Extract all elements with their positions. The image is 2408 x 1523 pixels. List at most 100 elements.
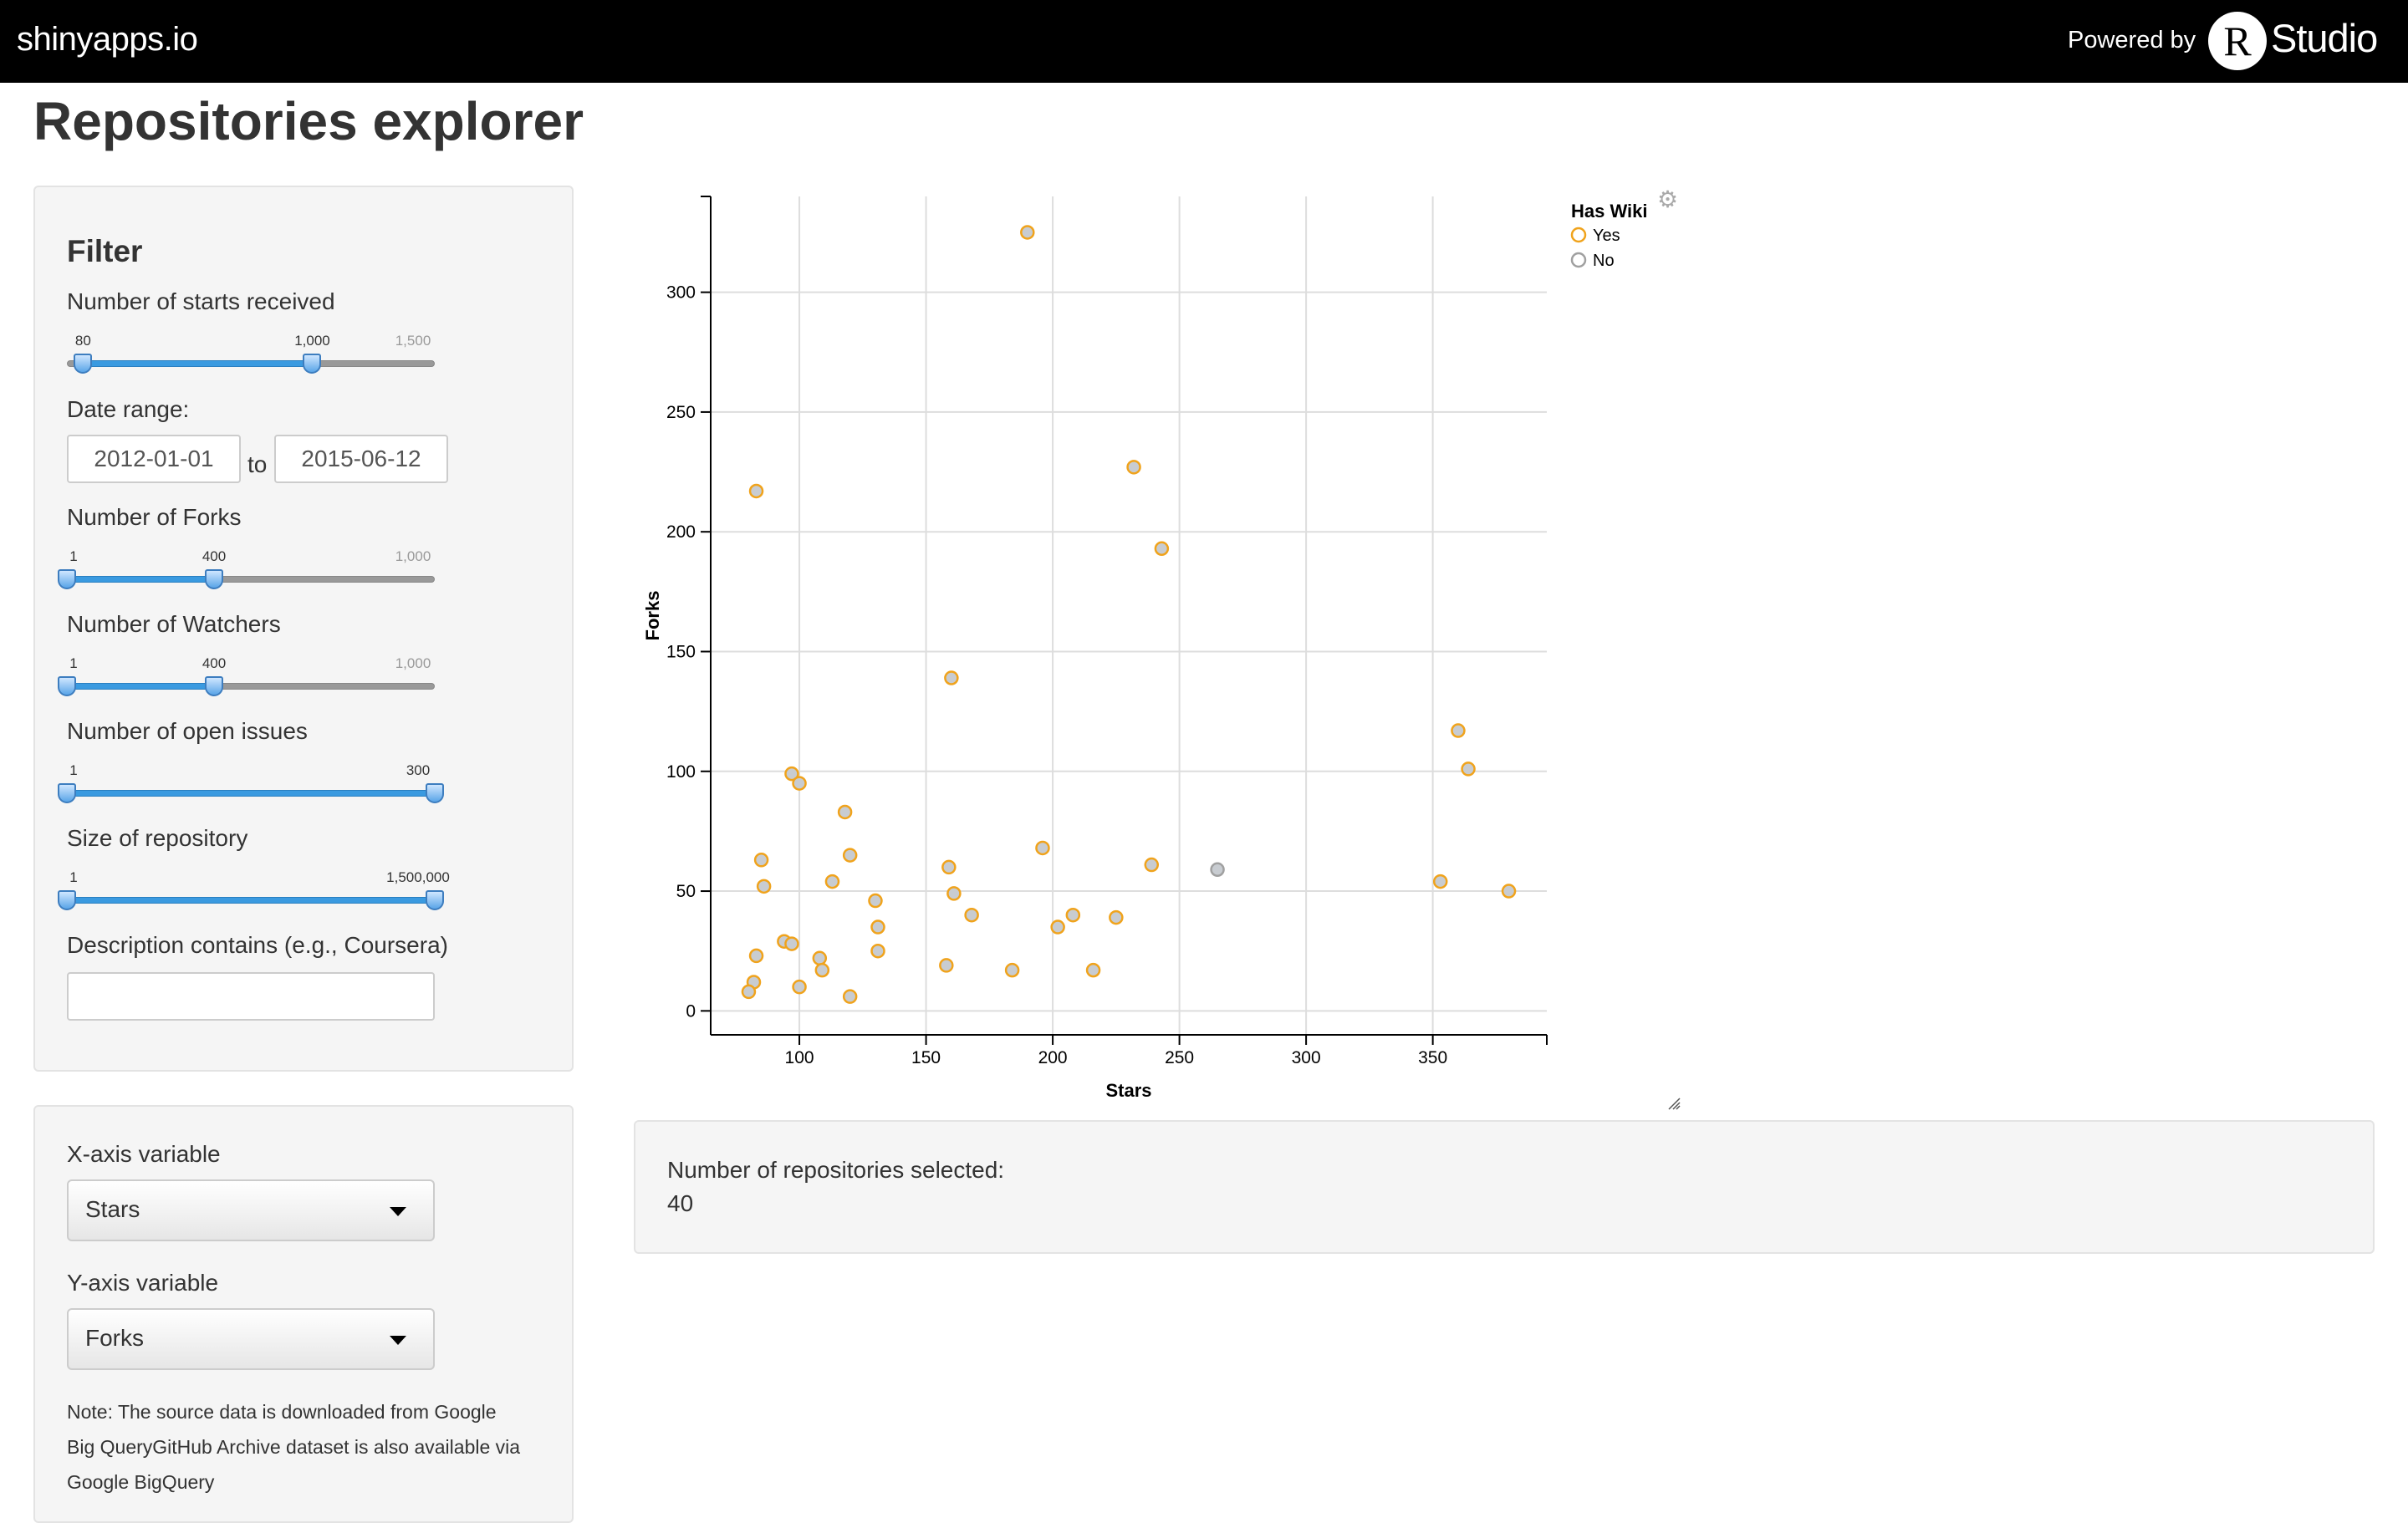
filter-panel bbox=[33, 186, 574, 1072]
watchers-slider-label: Number of Watchers bbox=[67, 611, 281, 637]
data-point-has-wiki bbox=[1050, 919, 1065, 935]
y-tick-label: 150 bbox=[666, 642, 696, 661]
data-point-has-wiki bbox=[1020, 225, 1035, 240]
description-label: Description contains (e.g., Coursera) bbox=[67, 932, 448, 958]
rstudio-logo-icon[interactable]: R bbox=[2208, 12, 2267, 70]
slider-selected-range bbox=[67, 576, 214, 583]
data-point-has-wiki bbox=[1035, 840, 1050, 856]
page-title: Repositories explorer bbox=[33, 91, 584, 151]
data-point-has-wiki bbox=[870, 943, 885, 959]
slider-from-value: 1 bbox=[69, 548, 78, 564]
slider-max-value: 1,000 bbox=[395, 548, 431, 564]
slider-handle-to[interactable] bbox=[426, 783, 444, 803]
data-point-has-wiki bbox=[812, 950, 828, 966]
slider-max-value: 1,000 bbox=[395, 655, 431, 671]
slider-selected-range bbox=[67, 790, 435, 797]
slider-to-value: 300 bbox=[406, 762, 431, 778]
watchers-range-slider[interactable]: 1 400 1,000 bbox=[58, 655, 435, 705]
data-point-has-wiki bbox=[964, 907, 979, 923]
note-line: Big QueryGitHub Archive dataset is also … bbox=[67, 1436, 521, 1458]
slider-from-value: 1 bbox=[69, 762, 78, 778]
note-line: Note: The source data is downloaded from… bbox=[67, 1401, 497, 1423]
y-tick-label: 100 bbox=[666, 762, 696, 782]
x-tick-label: 100 bbox=[785, 1048, 814, 1067]
x-axis-label: X-axis variable bbox=[67, 1141, 221, 1167]
rstudio-logo-text[interactable]: Studio bbox=[2271, 16, 2378, 60]
y-axis-title: Forks bbox=[642, 591, 663, 641]
slider-handle-to[interactable] bbox=[205, 569, 223, 589]
brand-link[interactable]: shinyapps.io bbox=[17, 21, 198, 58]
data-point-has-wiki bbox=[837, 804, 853, 820]
legend-symbol bbox=[1570, 227, 1587, 243]
data-point-has-wiki bbox=[1451, 723, 1466, 738]
slider-handle-to[interactable] bbox=[426, 890, 444, 910]
data-point-has-wiki bbox=[748, 948, 764, 964]
data-point-has-wiki bbox=[944, 670, 959, 685]
data-point-has-wiki bbox=[842, 989, 858, 1004]
slider-handle-to[interactable] bbox=[205, 676, 223, 696]
slider-handle-from[interactable] bbox=[58, 890, 76, 910]
data-point-has-wiki bbox=[1144, 857, 1160, 873]
source-note: Note: The source data is downloaded from… bbox=[67, 1394, 569, 1500]
y-tick-label: 250 bbox=[666, 403, 696, 422]
results-label: Number of repositories selected: bbox=[667, 1157, 1005, 1183]
slider-from-value: 1 bbox=[69, 655, 78, 671]
size-slider-label: Size of repository bbox=[67, 825, 248, 851]
slider-selected-range bbox=[83, 360, 313, 367]
slider-to-value: 1,500,000 bbox=[386, 869, 450, 885]
data-point-no-wiki bbox=[1210, 862, 1225, 878]
description-input[interactable] bbox=[67, 972, 435, 1021]
gear-icon[interactable]: ⚙ bbox=[1657, 186, 1679, 212]
slider-handle-from[interactable] bbox=[58, 783, 76, 803]
data-point-has-wiki bbox=[1461, 762, 1476, 777]
legend-title: Has Wiki bbox=[1571, 201, 1648, 222]
issues-slider-label: Number of open issues bbox=[67, 718, 308, 744]
slider-selected-range bbox=[67, 897, 435, 904]
resize-handle-icon[interactable] bbox=[1667, 1097, 1681, 1110]
results-count: 40 bbox=[667, 1190, 694, 1216]
size-range-slider[interactable]: 1 1,500,000 bbox=[58, 869, 450, 919]
x-tick-label: 300 bbox=[1292, 1048, 1321, 1067]
x-tick-label: 150 bbox=[911, 1048, 941, 1067]
data-point-has-wiki bbox=[1432, 874, 1448, 889]
data-point-has-wiki bbox=[1004, 962, 1020, 978]
y-axis-select[interactable]: Forks bbox=[67, 1308, 435, 1370]
data-point-has-wiki bbox=[814, 962, 830, 978]
legend-entry: Yes bbox=[1593, 227, 1620, 245]
data-point-has-wiki bbox=[939, 958, 954, 973]
slider-to-value: 400 bbox=[202, 655, 227, 671]
date-range-label: Date range: bbox=[67, 396, 190, 422]
slider-from-value: 1 bbox=[69, 869, 78, 885]
forks-range-slider[interactable]: 1 400 1,000 bbox=[58, 548, 435, 599]
data-point-has-wiki bbox=[941, 859, 957, 875]
slider-handle-from[interactable] bbox=[58, 676, 76, 696]
legend-symbol bbox=[1570, 252, 1587, 268]
slider-handle-from[interactable] bbox=[58, 569, 76, 589]
slider-handle-from[interactable] bbox=[74, 354, 93, 374]
date-separator: to bbox=[247, 451, 268, 477]
data-point-has-wiki bbox=[1065, 907, 1081, 923]
data-point-has-wiki bbox=[1154, 541, 1170, 557]
issues-range-slider[interactable]: 1 300 bbox=[58, 762, 444, 812]
data-point-has-wiki bbox=[1085, 962, 1101, 978]
note-line: Google BigQuery bbox=[67, 1471, 215, 1493]
x-tick-label: 250 bbox=[1165, 1048, 1194, 1067]
slider-handle-to[interactable] bbox=[303, 354, 322, 374]
data-point-has-wiki bbox=[946, 886, 962, 901]
data-point-has-wiki bbox=[784, 936, 799, 951]
chevron-down-icon bbox=[390, 1207, 406, 1216]
data-point-has-wiki bbox=[741, 984, 757, 1000]
slider-from-value: 80 bbox=[74, 333, 91, 349]
chevron-down-icon bbox=[390, 1336, 406, 1345]
date-end-input[interactable]: 2015-06-12 bbox=[274, 435, 448, 483]
slider-max-value: 1,500 bbox=[395, 333, 431, 349]
slider-to-value: 400 bbox=[202, 548, 227, 564]
data-point-has-wiki bbox=[842, 848, 858, 863]
stars-range-slider[interactable]: 80 1,000 1,500 bbox=[67, 333, 435, 383]
data-point-has-wiki bbox=[1126, 460, 1141, 475]
x-axis-select[interactable]: Stars bbox=[67, 1179, 435, 1241]
date-start-input[interactable]: 2012-01-01 bbox=[67, 435, 241, 483]
top-navbar: shinyapps.io Powered by R Studio bbox=[0, 0, 2408, 83]
slider-to-value: 1,000 bbox=[294, 333, 330, 349]
data-point-has-wiki bbox=[870, 919, 885, 935]
